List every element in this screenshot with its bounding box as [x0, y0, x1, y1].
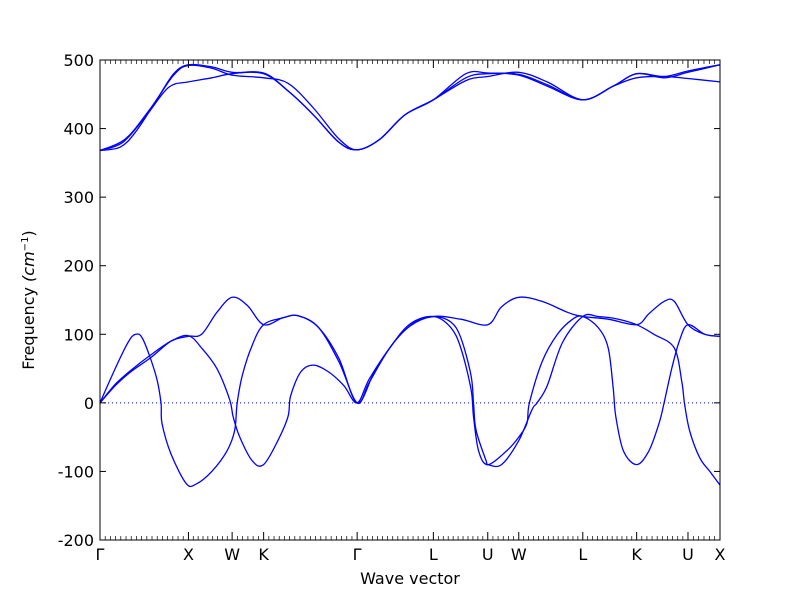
y-tick-label: 200: [63, 257, 94, 276]
x-tick-label: W: [511, 545, 527, 564]
x-tick-label: K: [631, 545, 642, 564]
y-axis-label-main: Frequency: [19, 282, 38, 370]
y-axis-label: Frequency (cm−1): [19, 230, 38, 369]
y-tick-label: 0: [84, 394, 94, 413]
y-axis-ticks: -200 -100 0 100 200 300 400 500: [58, 51, 720, 550]
series-layer: [99, 63, 721, 488]
x-tick-label: L: [578, 545, 587, 564]
y-tick-label: 400: [63, 120, 94, 139]
phonon-branch-5: [99, 315, 721, 467]
x-tick-label: Γ: [353, 545, 362, 564]
y-axis-label-exponent: −1: [20, 237, 31, 252]
phonon-branch-6: [99, 313, 721, 488]
x-tick-label: K: [258, 545, 269, 564]
y-axis-label-close: ): [19, 230, 38, 236]
x-tick-label: X: [715, 545, 726, 564]
x-tick-label: W: [224, 545, 240, 564]
x-tick-label: L: [429, 545, 438, 564]
x-tick-label: X: [183, 545, 194, 564]
phonon-branch-3: [99, 63, 721, 152]
y-tick-label: 300: [63, 188, 94, 207]
phonon-branch-4: [99, 296, 721, 405]
y-tick-label: -100: [58, 462, 94, 481]
x-axis-label: Wave vector: [360, 569, 460, 588]
y-axis-label-unit: (cm: [19, 251, 38, 282]
y-tick-label: -200: [58, 531, 94, 550]
y-tick-label: 100: [63, 325, 94, 344]
plot-frame: [99, 59, 721, 541]
y-tick-label: 500: [63, 51, 94, 70]
x-tick-label: U: [682, 545, 694, 564]
x-tick-label: U: [482, 545, 494, 564]
x-tick-label: Γ: [96, 545, 105, 564]
